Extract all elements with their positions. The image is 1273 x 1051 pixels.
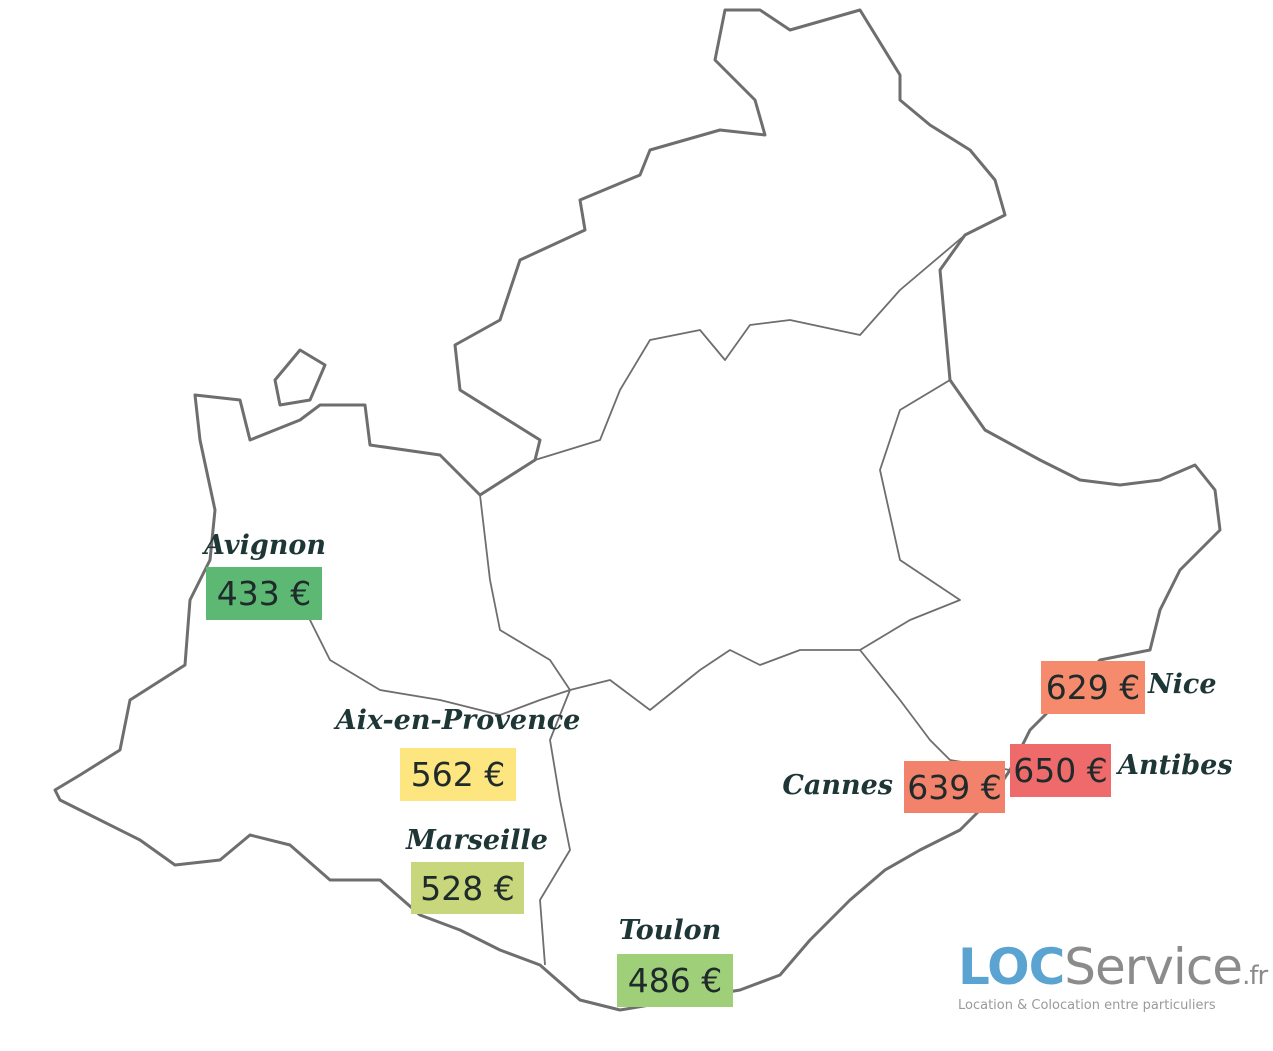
- city-name: Avignon: [204, 530, 326, 561]
- city-name: Toulon: [618, 915, 722, 946]
- price-label: 528 €: [411, 862, 524, 914]
- city-name: Antibes: [1118, 750, 1233, 781]
- price-label: 639 €: [904, 761, 1005, 813]
- city-name: Cannes: [782, 770, 893, 801]
- region-outline: [53, 8, 1222, 1012]
- department-border: [479, 379, 961, 711]
- price-label: 650 €: [1010, 744, 1111, 797]
- city-name: Marseille: [406, 825, 548, 856]
- city-name: Aix-en-Provence: [335, 705, 581, 736]
- island: [273, 348, 327, 407]
- logo-brand: Service: [1064, 938, 1243, 996]
- price-label: 562 €: [400, 748, 516, 801]
- logo: LOCService.fr Location & Colocation entr…: [958, 938, 1268, 1013]
- city-name: Nice: [1148, 669, 1217, 700]
- logo-tld: .fr: [1242, 961, 1268, 991]
- department-border: [299, 599, 571, 966]
- department-border: [859, 649, 1011, 771]
- price-label: 629 €: [1041, 661, 1145, 714]
- department-border: [534, 234, 966, 461]
- logo-tagline: Location & Colocation entre particuliers: [958, 998, 1216, 1013]
- price-label: 486 €: [617, 954, 733, 1007]
- price-label: 433 €: [206, 567, 322, 620]
- logo-brand: LOC: [958, 938, 1065, 996]
